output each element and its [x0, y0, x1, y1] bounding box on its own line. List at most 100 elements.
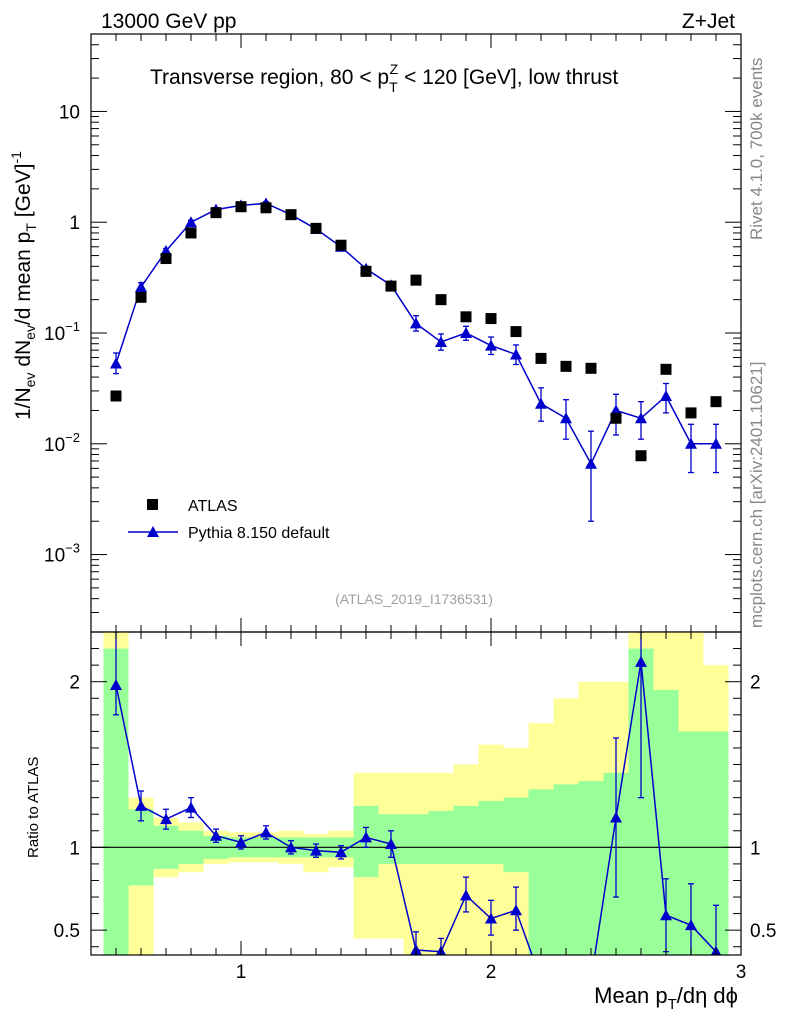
ratio-point [285, 841, 297, 853]
pythia-point [135, 281, 147, 293]
atlas-point [710, 396, 722, 408]
y-label-p2: dN [12, 340, 35, 373]
atlas-point [135, 291, 147, 303]
x-tick-label: 3 [736, 962, 747, 983]
y-label-p3: /d mean p [12, 232, 35, 325]
ratio-point [235, 836, 247, 848]
ratio-band-inner [528, 789, 554, 955]
ratio-point [185, 801, 197, 813]
pythia-point [435, 335, 447, 347]
y-tick-label: 10−3 [44, 541, 80, 567]
atlas-point [585, 362, 597, 374]
y-tick-exponent: −2 [65, 430, 80, 445]
mcplots-label: mcplots.cern.ch [arXiv:2401.10621] [747, 362, 766, 628]
ratio-point [660, 909, 672, 921]
atlas-point [385, 280, 397, 292]
ratio-point [560, 974, 572, 985]
pythia-line [115, 202, 716, 466]
atlas-point [510, 326, 522, 338]
ratio-point [110, 679, 122, 691]
ratio-point [485, 912, 497, 924]
y-label-s2: ev [22, 325, 38, 340]
pythia-point [610, 404, 622, 416]
ratio-bands [103, 632, 729, 955]
atlas-point [460, 311, 472, 323]
ratio-band-inner [503, 797, 529, 873]
atlas-point [435, 294, 447, 306]
y-tick-mantissa: 1 [69, 213, 80, 234]
y-tick-exponent: −3 [65, 541, 80, 556]
ratio-band-inner [553, 784, 579, 955]
atlas-point [410, 274, 422, 286]
ratio-point [635, 655, 647, 667]
ratio-panel-frame [90, 631, 742, 956]
atlas-point [235, 201, 247, 213]
pythia-point [535, 397, 547, 409]
atlas-point [335, 239, 347, 251]
ratio-point [135, 799, 147, 811]
plot-title-sup: Z [390, 61, 399, 77]
atlas-point [535, 352, 547, 364]
y-tick-exponent: −1 [65, 319, 80, 334]
pythia-point [685, 437, 697, 449]
y-label-p4: [GeV] [12, 164, 35, 224]
pythia-point [110, 357, 122, 369]
ratio-point [535, 974, 547, 985]
pythia-point [485, 339, 497, 351]
main-panel-frame [90, 33, 742, 633]
y-label-s1: ev [22, 373, 38, 388]
ratio-point [360, 831, 372, 843]
plot-title-part-b: < 120 [GeV], low thrust [398, 66, 618, 89]
pythia-point [585, 457, 597, 469]
y-tick-mantissa: 10 [44, 435, 65, 456]
ratio-y-tick-label-right: 1 [750, 838, 761, 859]
atlas-point [660, 363, 672, 375]
atlas-point [360, 265, 372, 277]
atlas-point [310, 222, 322, 234]
pythia-point [460, 327, 472, 338]
x-tick-label: 1 [236, 962, 247, 983]
ratio-data [91, 632, 741, 985]
atlas-point [685, 407, 697, 419]
y-tick-label: 10 [59, 102, 80, 123]
legend-pythia-marker [147, 526, 159, 537]
plot-title-part-a: Transverse region, 80 < p [150, 66, 389, 89]
plot-title: Transverse region, 80 < pTZ < 120 [GeV],… [150, 61, 618, 95]
atlas-point [610, 412, 622, 424]
y-axis-label: 1/Nev dNev/d mean pT [GeV]-1 [8, 151, 39, 420]
atlas-point [635, 450, 647, 462]
ratio-point [685, 919, 697, 931]
pythia-point [410, 317, 422, 329]
header-right: Z+Jet [682, 10, 735, 33]
ratio-panel: 0.5 0.5 1 1 2 2 1 2 3 Ratio to ATLAS Mean pT/dη … [25, 631, 776, 1013]
ratio-point [510, 904, 522, 916]
atlas-point [485, 313, 497, 325]
atlas-point [210, 207, 222, 219]
ratio-band-inner [453, 805, 479, 864]
x-tick-label: 2 [486, 962, 497, 983]
plot-title-sub: T [389, 79, 398, 95]
y-tick-label: 10−1 [44, 319, 80, 345]
atlas-point [560, 360, 572, 372]
legend-pythia-label: Pythia 8.150 default [188, 525, 330, 542]
atlas-point [160, 253, 172, 265]
atlas-point [185, 227, 197, 239]
x-label-sub: T [668, 996, 677, 1013]
y-label-sup: -1 [8, 151, 24, 164]
pythia-point [510, 348, 522, 360]
ratio-y-label: Ratio to ATLAS [25, 757, 42, 858]
ratio-point [335, 846, 347, 858]
ratio-band-inner [428, 810, 454, 864]
ratio-band-inner [478, 800, 504, 864]
pythia-point [660, 389, 672, 401]
ratio-y-tick-label-right: 2 [750, 673, 761, 694]
y-tick-mantissa: 10 [59, 102, 80, 123]
x-axis-label: Mean pT/dη dϕ [594, 983, 738, 1013]
legend: ATLAS Pythia 8.150 default [128, 498, 330, 542]
ratio-point [385, 838, 397, 850]
ratio-y-tick-label-right: 0.5 [750, 921, 776, 942]
main-panel-data [110, 197, 722, 522]
ratio-band-inner [403, 814, 429, 864]
